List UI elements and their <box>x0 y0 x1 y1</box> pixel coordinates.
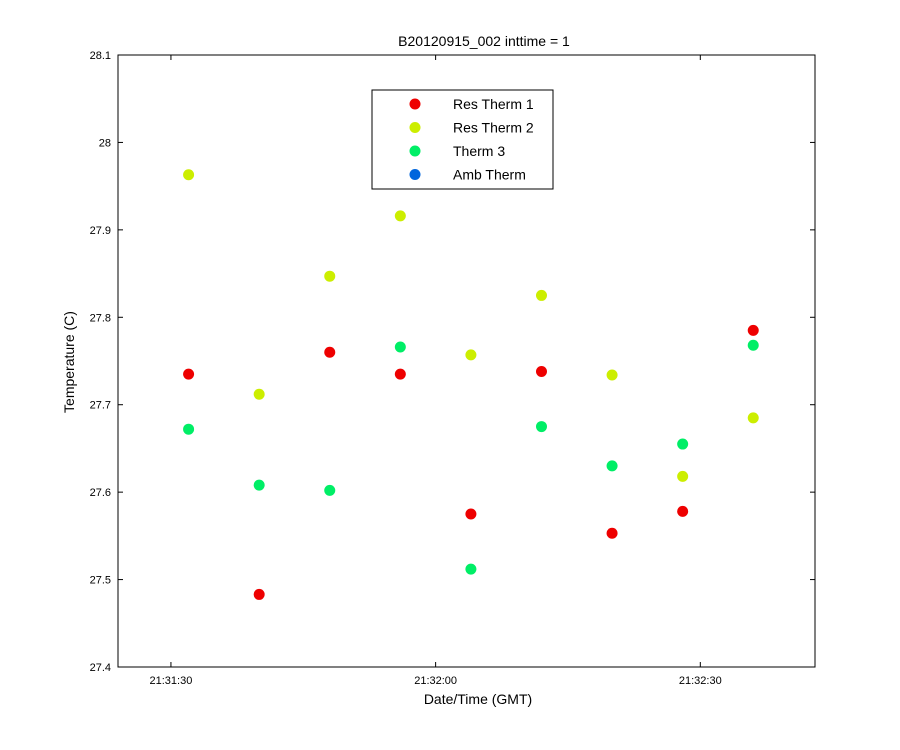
data-point-therm-3 <box>606 460 618 472</box>
data-point-res-therm-2 <box>677 470 689 482</box>
data-point-res-therm-1 <box>253 588 265 600</box>
data-point-res-therm-2 <box>324 270 336 282</box>
data-point-therm-3 <box>324 484 336 496</box>
legend-marker-res-therm-2 <box>409 122 421 133</box>
x-axis-title: Date/Time (GMT) <box>424 691 532 707</box>
y-axis: 27.4 27.5 27.6 27.7 27.8 27.9 28 28.1 <box>90 50 815 674</box>
data-point-res-therm-1 <box>394 368 406 380</box>
legend-marker-amb-therm <box>409 169 421 180</box>
data-point-res-therm-1 <box>465 508 477 520</box>
data-point-therm-3 <box>677 438 689 450</box>
data-points <box>183 169 759 600</box>
legend-label-amb-therm: Amb Therm <box>453 167 526 183</box>
legend: Res Therm 1 Res Therm 2 Therm 3 Amb Therm <box>371 89 554 190</box>
data-point-res-therm-1 <box>324 346 336 358</box>
x-axis: 21:31:30 21:32:00 21:32:30 <box>150 55 722 687</box>
data-point-res-therm-1 <box>677 505 689 517</box>
x-tick-label: 21:31:30 <box>150 675 193 687</box>
legend-label-res-therm-1: Res Therm 1 <box>453 96 534 112</box>
y-tick-label: 27.9 <box>90 225 111 237</box>
data-point-res-therm-1 <box>606 527 618 539</box>
data-point-res-therm-2 <box>606 369 618 381</box>
y-tick-label: 27.5 <box>90 575 111 587</box>
data-point-res-therm-2 <box>535 289 547 301</box>
data-point-res-therm-1 <box>183 368 195 380</box>
legend-marker-res-therm-1 <box>409 98 421 110</box>
data-point-res-therm-2 <box>394 210 406 222</box>
data-point-res-therm-1 <box>535 365 547 377</box>
data-point-res-therm-2 <box>465 349 477 361</box>
x-tick-label: 21:32:00 <box>414 675 457 687</box>
plot-area <box>117 54 816 668</box>
y-tick-label: 27.4 <box>90 662 111 674</box>
data-point-therm-3 <box>465 563 477 575</box>
data-point-res-therm-2 <box>183 169 195 181</box>
y-tick-label: 28.1 <box>90 50 111 62</box>
y-tick-label: 27.7 <box>90 400 111 412</box>
legend-box <box>371 89 554 190</box>
y-tick-label: 27.6 <box>90 487 111 499</box>
data-point-therm-3 <box>183 423 195 435</box>
data-point-therm-3 <box>394 341 406 353</box>
data-point-res-therm-2 <box>253 388 265 400</box>
data-point-therm-3 <box>747 339 759 351</box>
plot-frame <box>117 54 816 668</box>
chart-title: B20120915_002 inttime = 1 <box>398 33 570 49</box>
data-point-therm-3 <box>253 479 265 491</box>
y-axis-title: Temperature (C) <box>61 311 77 413</box>
legend-label-therm-3: Therm 3 <box>453 143 505 159</box>
y-tick-label: 28 <box>99 137 111 149</box>
legend-marker-therm-3 <box>409 145 421 157</box>
x-tick-label: 21:32:30 <box>679 675 722 687</box>
legend-label-res-therm-2: Res Therm 2 <box>453 120 534 136</box>
data-point-res-therm-2 <box>747 412 759 424</box>
data-point-therm-3 <box>535 421 547 433</box>
data-point-res-therm-1 <box>747 324 759 336</box>
y-tick-label: 27.8 <box>90 312 111 324</box>
